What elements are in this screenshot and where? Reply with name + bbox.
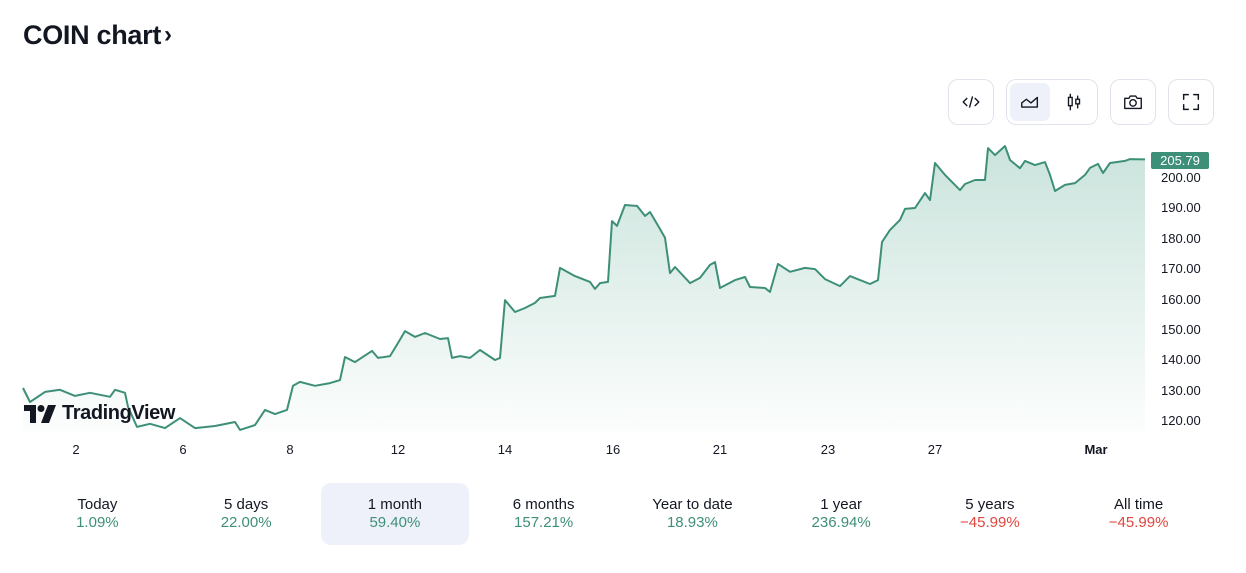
fullscreen-button[interactable] — [1168, 79, 1214, 125]
y-axis-tick-label: 200.00 — [1161, 170, 1201, 185]
period-tab-1-month[interactable]: 1 month 59.40% — [320, 483, 470, 545]
fullscreen-icon — [1182, 93, 1200, 111]
period-label: 5 days — [224, 496, 269, 513]
embed-button[interactable] — [948, 79, 994, 125]
y-axis-tick-label: 180.00 — [1161, 230, 1201, 246]
period-change-value: −45.99% — [960, 514, 1020, 531]
tradingview-wordmark: TradingView — [62, 402, 176, 424]
x-axis-tick-label: 8 — [286, 442, 294, 457]
x-axis-tick-label: 21 — [712, 442, 728, 457]
price-line — [22, 145, 1146, 431]
x-axis-tick-label: 14 — [497, 442, 513, 457]
code-icon — [962, 96, 980, 108]
period-change-value: 22.00% — [220, 514, 272, 531]
current-price-label: 205.79 — [1151, 152, 1209, 169]
candlestick-chart-button[interactable] — [1054, 83, 1094, 121]
period-change-value: 1.09% — [76, 514, 119, 531]
chart-title-link[interactable]: COIN chart › — [23, 20, 172, 51]
period-label: All time — [1114, 496, 1164, 513]
price-area-fill — [23, 146, 1145, 432]
period-label: 6 months — [512, 496, 575, 513]
y-axis-tick-label: 140.00 — [1161, 352, 1201, 368]
chart-title: COIN chart — [23, 20, 162, 50]
period-label: Year to date — [652, 496, 733, 513]
period-tab-all-time[interactable]: All time −45.99% — [1064, 483, 1213, 545]
period-label: 1 year — [820, 496, 862, 513]
chart-toolbar — [948, 79, 1214, 125]
y-axis-tick-label: 160.00 — [1161, 291, 1201, 307]
tradingview-logo-icon — [24, 404, 56, 423]
candlestick-icon — [1067, 93, 1081, 111]
y-axis-tick-label: 170.00 — [1161, 261, 1201, 277]
y-axis-tick-label: 150.00 — [1161, 322, 1201, 337]
x-axis-tick-label: 16 — [605, 442, 621, 457]
area-chart-icon — [1021, 96, 1039, 108]
period-change-value: −45.99% — [1108, 514, 1169, 531]
period-label: Today — [77, 496, 118, 513]
x-axis-tick-label: 2 — [72, 442, 80, 457]
x-axis-tick-label: Mar — [1084, 442, 1108, 457]
x-axis-tick-label: 27 — [927, 442, 943, 457]
period-change-value: 236.94% — [811, 514, 871, 531]
x-axis-tick-label: 6 — [179, 442, 187, 457]
period-tab-today[interactable]: Today 1.09% — [23, 483, 172, 545]
period-tab-5-years[interactable]: 5 years −45.99% — [916, 483, 1065, 545]
y-axis-tick-label: 120.00 — [1161, 413, 1201, 429]
chevron-right-icon: › — [164, 20, 172, 48]
period-label: 5 years — [965, 496, 1015, 513]
x-axis-tick-label: 23 — [820, 442, 836, 457]
period-tab-6-months[interactable]: 6 months 157.21% — [469, 483, 618, 545]
period-change-value: 59.40% — [369, 514, 421, 531]
period-tab-5-days[interactable]: 5 days 22.00% — [172, 483, 321, 545]
period-label: 1 month — [367, 496, 422, 513]
period-tab-1-year[interactable]: 1 year 236.94% — [767, 483, 916, 545]
snapshot-button[interactable] — [1110, 79, 1156, 125]
y-axis-tick-label: 190.00 — [1161, 200, 1201, 216]
y-axis-tick-label: 130.00 — [1161, 382, 1201, 398]
tradingview-logo[interactable]: TradingView — [24, 402, 175, 425]
period-change-value: 157.21% — [514, 514, 574, 531]
camera-icon — [1124, 95, 1142, 110]
area-chart-button[interactable] — [1010, 83, 1050, 121]
period-tab-year-to-date[interactable]: Year to date 18.93% — [618, 483, 767, 545]
period-selector: Today 1.09% 5 days 22.00% 1 month 59.40% 6 mon… — [23, 483, 1213, 545]
period-change-value: 18.93% — [666, 514, 718, 531]
chart-type-group — [1006, 79, 1098, 125]
x-axis-tick-label: 12 — [390, 442, 406, 457]
